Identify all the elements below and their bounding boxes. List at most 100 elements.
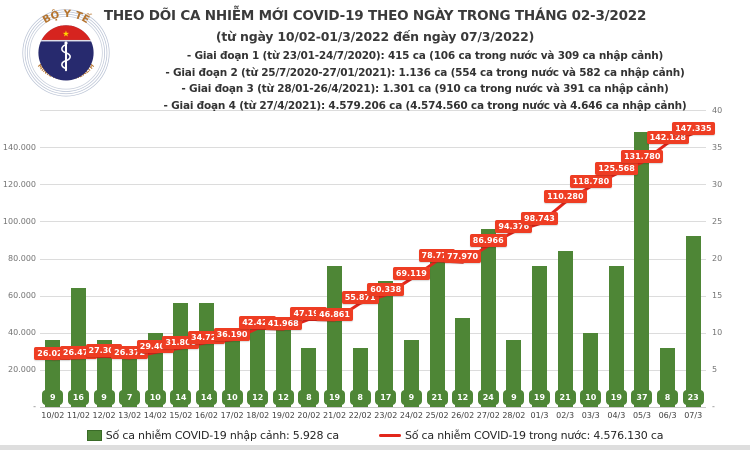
covid-bar xyxy=(224,332,240,407)
gridline xyxy=(40,258,706,260)
date-label: 18/02 xyxy=(246,411,270,420)
line-point-label: 36.190 xyxy=(213,327,251,341)
covid-bar xyxy=(583,332,599,407)
chart-title: THEO DÕI CA NHIỄM MỚI COVID-19 THEO NGÀY… xyxy=(103,8,647,24)
bar-value-badge: 10 xyxy=(580,390,602,405)
legend-line-label: Số ca nhiễm COVID-19 trong nước: 4.576.1… xyxy=(404,429,664,442)
bar-value-badge: 21 xyxy=(426,390,448,405)
phase-1-summary: - Giai đoạn 1 (từ 23/01-24/7/2020): 415 … xyxy=(186,50,664,62)
line-point-label: 125.568 xyxy=(595,161,638,175)
left-axis-tick: 80.000 xyxy=(8,254,36,263)
gridline xyxy=(40,332,706,334)
bar-value-badge: 17 xyxy=(375,390,397,405)
line-point-label: 147.335 xyxy=(672,121,715,135)
bar-value-badge: 10 xyxy=(221,390,243,405)
date-label: 24/02 xyxy=(399,411,423,420)
date-label: 11/02 xyxy=(66,411,90,420)
bar-value-badge: 12 xyxy=(272,390,294,405)
bar-value-badge: 9 xyxy=(42,390,64,405)
legend-line-swatch-icon xyxy=(378,434,401,437)
date-label: 10/02 xyxy=(41,411,65,420)
date-label: 22/02 xyxy=(348,411,372,420)
covid-bar xyxy=(557,251,573,407)
phase-2-summary: - Giai đoạn 2 (từ 25/7/2020-27/01/2021):… xyxy=(165,66,685,79)
covid-bar xyxy=(685,236,701,407)
covid-bar xyxy=(275,317,291,407)
right-axis-tick: 10 xyxy=(712,328,723,338)
logo-top-text: BỘ Y TẾ xyxy=(41,7,93,26)
bar-value-badge: 16 xyxy=(67,390,89,405)
rod-of-asclepius-icon xyxy=(61,41,71,72)
logo-top-text-container: BỘ Y TẾ xyxy=(41,7,93,26)
bar-value-badge: 21 xyxy=(554,390,576,405)
right-axis-tick: 35 xyxy=(712,142,723,152)
date-label: 05/3 xyxy=(632,411,651,420)
right-axis-tick: 40 xyxy=(712,105,723,115)
line-point-label: 60.338 xyxy=(367,282,405,296)
date-label: 02/3 xyxy=(556,411,575,420)
date-label: 04/3 xyxy=(607,411,626,420)
line-point-label: 46.861 xyxy=(316,308,353,321)
date-label: 13/02 xyxy=(118,411,142,420)
line-point-label: 77.970 xyxy=(444,250,482,264)
bar-value-badge: 8 xyxy=(657,390,679,405)
legend-item-imported: Số ca nhiễm COVID-19 nhập cảnh: 5.928 ca xyxy=(86,429,339,442)
line-point-label: 110.280 xyxy=(544,190,587,204)
bar-value-badge: 9 xyxy=(400,390,422,405)
line-point-label: 69.119 xyxy=(392,266,430,280)
left-axis-tick: 60.000 xyxy=(8,291,36,301)
bar-value-badge: 7 xyxy=(119,390,141,405)
left-axis-tick: 100.000 xyxy=(2,216,36,226)
bar-value-badge: 24 xyxy=(477,390,499,405)
right-axis-zero-tick: - xyxy=(712,402,715,411)
legend-bar-swatch-icon xyxy=(86,430,102,441)
gridline xyxy=(40,110,706,111)
bar-value-badge: 23 xyxy=(682,390,704,405)
trend-line-layer xyxy=(51,132,695,361)
covid-bar xyxy=(327,265,343,407)
bottom-strip xyxy=(0,445,750,450)
date-label: 07/3 xyxy=(684,411,703,420)
bar-value-badge: 9 xyxy=(93,390,115,405)
bar-value-badge: 8 xyxy=(298,390,320,405)
covid-bar xyxy=(608,265,624,407)
ministry-of-health-logo: BỘ Y TẾ MINISTRY OF HEALTH ★ xyxy=(22,7,110,97)
right-axis-tick: 5 xyxy=(712,365,718,375)
phase-3-summary: - Giai đoạn 3 (từ 28/01-26/4/2021): 1.30… xyxy=(181,83,669,95)
line-point-label: 131.780 xyxy=(620,150,664,164)
bar-value-badge: 14 xyxy=(170,390,192,405)
line-point-label: 98.743 xyxy=(521,211,558,225)
phase-4-summary: - Giai đoạn 4 (từ 27/4/2021): 4.579.206 … xyxy=(163,99,687,112)
gridline xyxy=(40,221,706,223)
bar-value-badge: 10 xyxy=(144,390,166,405)
left-axis-tick: 40.000 xyxy=(8,328,36,338)
legend-bar-label: Số ca nhiễm COVID-19 nhập cảnh: 5.928 ca xyxy=(105,429,339,442)
covid-bar xyxy=(378,280,394,407)
date-label: 28/02 xyxy=(502,411,526,420)
covid-bar xyxy=(199,303,214,407)
line-point-label: 41.968 xyxy=(264,317,302,331)
right-axis-tick: 25 xyxy=(712,216,723,226)
right-axis-tick: 20 xyxy=(712,254,723,263)
date-label: 14/02 xyxy=(143,411,167,420)
covid-bar xyxy=(455,317,471,407)
gridline xyxy=(40,147,706,149)
date-label: 25/02 xyxy=(425,411,449,420)
covid-bar xyxy=(480,228,496,407)
right-axis-tick: 15 xyxy=(712,291,723,301)
covid-bar xyxy=(532,265,547,407)
left-axis-tick: 120.000 xyxy=(2,179,36,189)
left-axis-zero-tick: - xyxy=(33,402,36,411)
date-label: 12/02 xyxy=(92,411,116,420)
date-label: 03/3 xyxy=(581,411,600,420)
gridline xyxy=(40,184,706,186)
bar-value-badge: 14 xyxy=(196,390,217,405)
bar-value-badge: 9 xyxy=(503,390,525,405)
legend: Số ca nhiễm COVID-19 nhập cảnh: 5.928 ca… xyxy=(0,429,750,442)
date-label: 23/02 xyxy=(374,411,398,420)
chart-subtitle: (từ ngày 10/02-01/3/2022 đến ngày 07/3/2… xyxy=(215,29,535,44)
logo-star-icon: ★ xyxy=(62,28,69,38)
x-axis-line xyxy=(40,407,706,408)
date-label: 01/3 xyxy=(530,411,549,420)
